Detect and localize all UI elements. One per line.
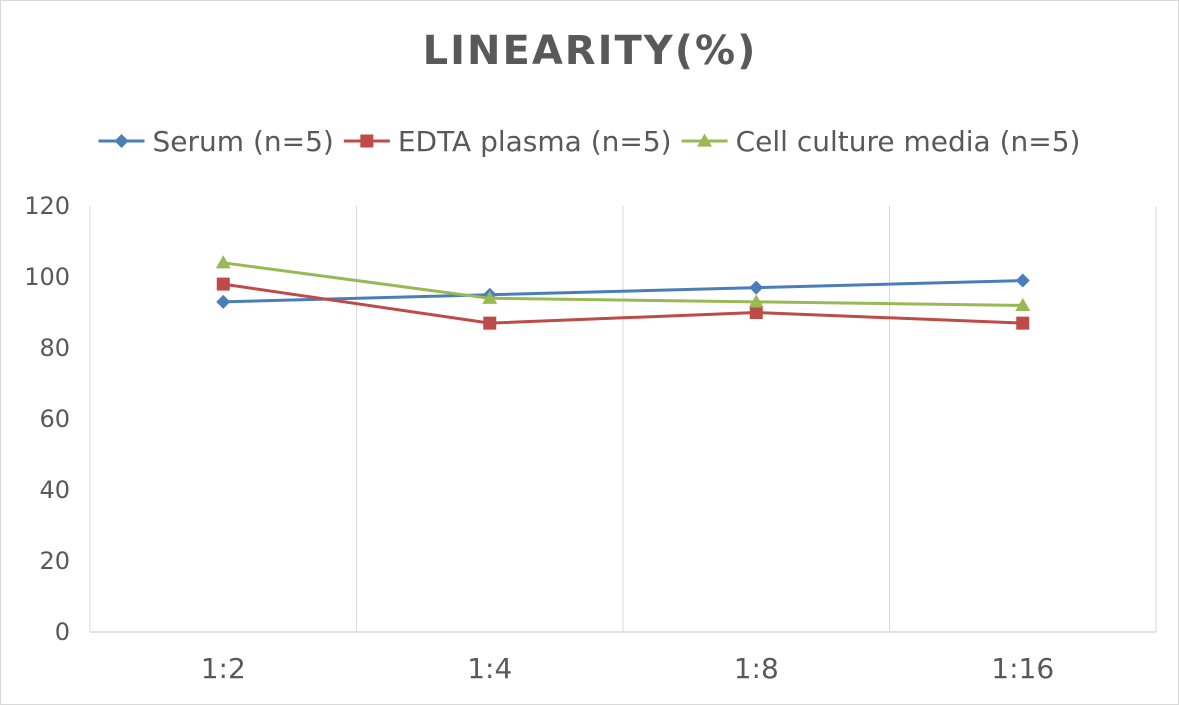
data-point <box>482 290 498 304</box>
x-tick-label: 1:2 <box>201 652 246 685</box>
series-layer <box>215 255 1031 330</box>
legend-item: Cell culture media (n=5) <box>681 125 1081 158</box>
data-point <box>749 306 763 319</box>
data-point <box>748 294 764 308</box>
x-tick-label: 1:4 <box>467 652 512 685</box>
series-line <box>223 282 1023 325</box>
data-point <box>1015 273 1030 288</box>
y-tick-label: 60 <box>39 405 70 433</box>
data-point <box>1016 316 1030 330</box>
series-line <box>223 279 1023 304</box>
legend-label: Cell culture media (n=5) <box>736 125 1081 158</box>
data-point <box>749 280 764 295</box>
y-tick-label: 40 <box>39 476 70 504</box>
y-tick-label: 100 <box>24 263 70 291</box>
y-tick-label: 20 <box>39 547 70 575</box>
y-tick-label: 0 <box>55 618 70 646</box>
series-3 <box>215 255 1031 312</box>
legend: Serum (n=5) EDTA plasma (n=5) Cell culture… <box>98 125 1081 158</box>
data-point <box>216 294 231 309</box>
legend-marker <box>360 134 374 148</box>
chart-title: LINEARITY(%) <box>423 28 758 74</box>
legend-label: EDTA plasma (n=5) <box>398 125 672 158</box>
grid-lines <box>89 206 1157 632</box>
y-tick-label: 120 <box>24 192 70 220</box>
data-point <box>483 316 497 330</box>
x-tick-label: 1:16 <box>991 652 1054 685</box>
y-tick-label: 80 <box>39 334 70 362</box>
data-point <box>1015 297 1031 312</box>
series-line <box>223 261 1023 307</box>
data-point <box>215 255 231 269</box>
legend-marker <box>697 133 713 147</box>
series-2 <box>216 277 1030 330</box>
legend-marker <box>114 134 129 148</box>
axes: 0 20 40 60 80 100 120 1:2 1:4 1:8 1:16 <box>24 192 1156 685</box>
legend-item: EDTA plasma (n=5) <box>343 125 672 158</box>
data-point <box>216 277 230 291</box>
x-tick-label: 1:8 <box>734 652 779 685</box>
legend-item: Serum (n=5) <box>98 125 334 158</box>
legend-label: Serum (n=5) <box>153 125 334 158</box>
